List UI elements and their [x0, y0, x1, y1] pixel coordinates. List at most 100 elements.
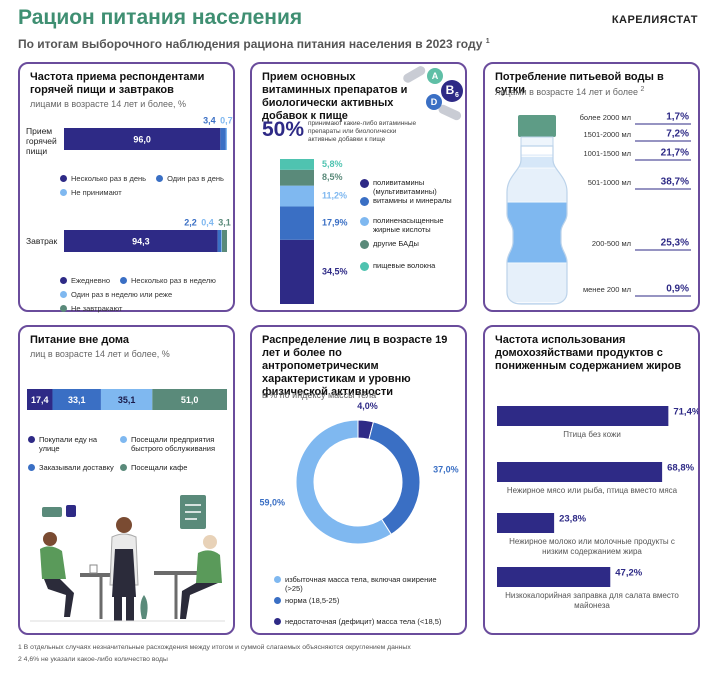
vitamin-icon — [426, 94, 442, 110]
legend-item: витамины и минералы — [360, 196, 456, 206]
bar-segment — [217, 230, 222, 252]
category-label: 200-500 мл — [592, 239, 631, 248]
subtitle-text: лицами в возрасте 14 лет и более — [495, 87, 639, 97]
panel: 96,0 0,7 3,4 94,3 3,1 0,4 2,2 Частота приема р… — [18, 62, 235, 313]
legend-label: Один раз в день — [167, 174, 224, 183]
bar-segment — [52, 389, 101, 410]
row-label: Прием горячей пищи — [26, 126, 57, 156]
panel-title: Прием основных витаминных препаратов и б… — [262, 71, 408, 122]
value-label: 51,0 — [181, 395, 199, 405]
legend-label: пищевые волокна — [373, 261, 436, 270]
water-band — [507, 201, 567, 264]
value-label: 34,5% — [322, 266, 348, 276]
legend-label: витамины и минералы — [373, 196, 452, 205]
bar — [497, 513, 555, 533]
waiter-apron — [112, 549, 136, 597]
value-label: 11,2% — [322, 190, 347, 200]
panel-subtitle: лицами в возрасте 14 лет и более, % — [30, 99, 187, 109]
value-label: 8,5% — [322, 172, 343, 182]
waiter-head — [116, 517, 132, 533]
legend-dot — [120, 277, 128, 284]
legend-dot — [274, 576, 281, 583]
panel-chart: 4,0% 37,0% 59,0% — [259, 401, 459, 545]
person-head — [43, 532, 57, 546]
legend-dot — [360, 262, 369, 271]
value-label: 1,7% — [666, 112, 689, 123]
legend-dot — [28, 436, 35, 443]
panel-chart: 96,0 0,7 3,4 94,3 3,1 0,4 2,2 — [64, 115, 233, 252]
water-band — [507, 156, 567, 169]
cup — [89, 564, 98, 574]
panel-title: Частота использования домохозяйствами пр… — [495, 334, 682, 372]
value-label: 17,4 — [31, 395, 49, 405]
donut-segment — [295, 419, 392, 545]
icon-label: A — [432, 71, 439, 81]
bar-segment — [221, 230, 222, 252]
legend-dot — [60, 291, 67, 298]
legend-label: Несколько раз в день — [71, 174, 147, 183]
footnote-ref: 1 — [485, 38, 490, 45]
value-label: 7,2% — [666, 129, 689, 140]
water-band — [507, 167, 567, 203]
legend-item: Один раз в неделю или реже — [60, 290, 172, 299]
panel: 71,4% 68,8% 23,8% 47,2% Частота использован… — [483, 325, 700, 635]
category-label: более 2000 мл — [580, 113, 631, 122]
icon-label: B — [446, 83, 455, 97]
waiter-leg — [114, 597, 122, 621]
bar — [497, 462, 663, 482]
value-label: 59,0% — [259, 498, 285, 508]
water-band — [507, 262, 567, 303]
footnote: 1 В отдельных случаях незначительные рас… — [18, 644, 411, 651]
legend-dot — [360, 179, 369, 188]
brand: КАРЕЛИЯСТАТ — [611, 14, 698, 26]
bar-segment — [27, 389, 53, 410]
bar — [497, 567, 611, 587]
bottle-neck — [520, 136, 554, 147]
bar-segment — [280, 185, 314, 207]
vitamin-icon — [427, 68, 443, 84]
category-label: 1001-1500 мл — [584, 149, 631, 158]
panel-subtitle: в % по индексу массы тела — [262, 390, 377, 400]
value-label: 0,9% — [666, 284, 689, 295]
legend-item: избыточная масса тела, включая ожирение … — [274, 575, 454, 593]
legend-item: полиненасыщенные жирные кислоты — [360, 216, 456, 234]
person-head — [203, 535, 217, 549]
legend-label: Один раз в неделю или реже — [71, 290, 173, 299]
legend-item: Покупали еду на улице — [28, 435, 116, 453]
legend-item: Один раз в день — [156, 174, 224, 183]
category-label: Птица без кожи — [563, 430, 621, 439]
panel: 17,4 33,1 35,1 51,0 Питание вне дома лиц в … — [18, 325, 235, 635]
legend-item: Посещали предприятия быстрого обслуживан… — [120, 435, 225, 453]
value-label: 47,2% — [615, 568, 642, 579]
legend-label: полиненасыщенные жирные кислоты — [373, 216, 444, 234]
legend-label: Несколько раз в неделю — [131, 276, 216, 285]
footnote-ref: 2 — [640, 86, 645, 93]
value-label: 38,7% — [661, 177, 689, 188]
value-label: 37,0% — [433, 464, 459, 474]
value-label: 3,1 — [218, 217, 231, 227]
value-label: 0,4 — [201, 217, 214, 227]
panel: 4,0% 37,0% 59,0% Распределение лиц в возра… — [250, 325, 467, 635]
value-label: 21,7% — [661, 148, 689, 159]
row-label: Завтрак — [26, 236, 58, 246]
legend-label: Посещали кафе — [131, 463, 188, 472]
value-label: 0,7 — [220, 115, 233, 125]
bar-segment — [225, 128, 227, 150]
bar-segment — [221, 230, 227, 252]
legend-label: поливитамины (мультивитамины) — [373, 178, 437, 196]
legend-label: Заказывали доставку — [39, 463, 114, 472]
category-label: Низкокалорийная заправка для салата вмес… — [505, 591, 679, 610]
panel-chart: 71,4% 68,8% 23,8% 47,2% — [497, 406, 698, 587]
panel-chart: A B 6 D 34,5% 17,9% 11,2% 8,5% 5,8% — [280, 66, 463, 304]
page-subtitle: По итогам выборочного наблюдения рациона… — [18, 37, 490, 51]
legend-dot — [28, 464, 35, 471]
category-label: Нежирное молоко или молочные продукты с … — [509, 537, 675, 556]
legend-item: поливитамины (мультивитамины) — [360, 178, 456, 196]
bottle-outline — [506, 145, 568, 305]
water-band — [507, 153, 567, 157]
person-body — [40, 546, 66, 579]
highlight-text: принимают какие-либо витаминные препарат… — [308, 120, 417, 143]
legend-dot — [360, 197, 369, 206]
bottle-fill — [507, 153, 567, 304]
